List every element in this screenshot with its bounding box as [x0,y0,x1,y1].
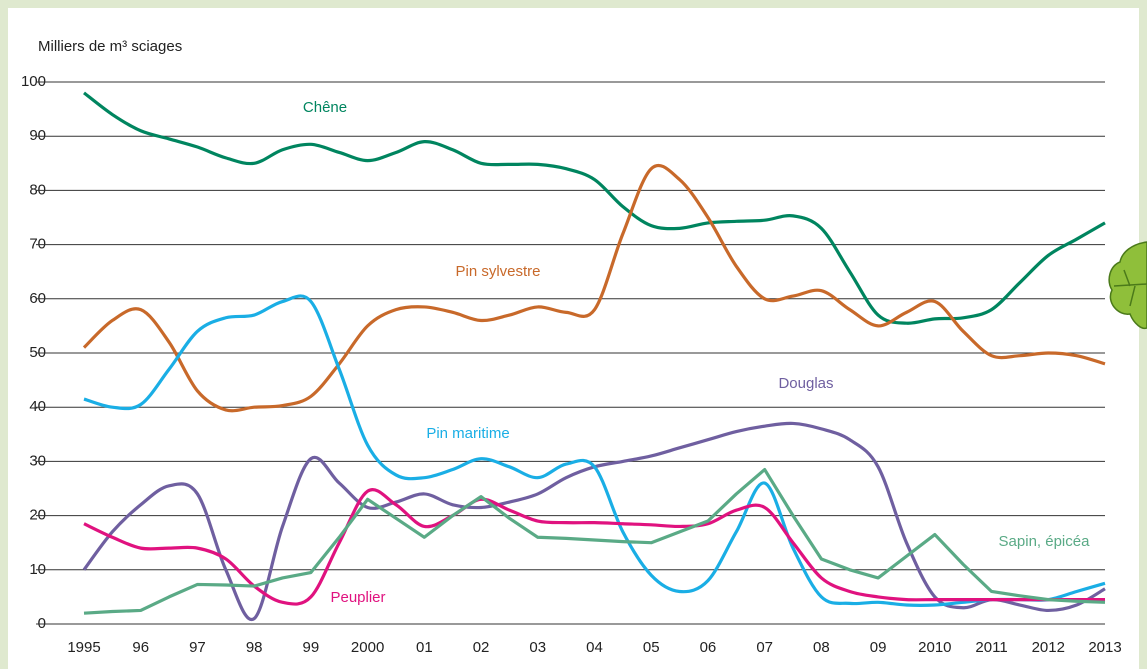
series-label: Pin maritime [426,425,509,442]
series-label: Pin sylvestre [455,263,540,280]
x-tick-label: 02 [473,639,490,656]
x-tick-label: 99 [303,639,320,656]
y-tick-label: 0 [38,615,46,632]
x-tick-label: 97 [189,639,206,656]
series-label: Chêne [303,99,347,116]
series-label: Sapin, épicéa [999,533,1091,550]
x-tick-label: 04 [586,639,603,656]
x-tick-label: 01 [416,639,433,656]
x-tick-label: 06 [700,639,717,656]
x-tick-label: 2012 [1032,639,1065,656]
y-tick-label: 20 [29,507,46,524]
y-tick-label: 40 [29,398,46,415]
chart: Milliers de m³ sciages 01020304050607080… [0,0,1147,669]
x-tick-label: 96 [132,639,149,656]
series-label: Douglas [778,375,833,392]
x-tick-label: 08 [813,639,830,656]
x-tick-label: 03 [529,639,546,656]
x-tick-label: 09 [870,639,887,656]
y-tick-label: 50 [29,344,46,361]
y-tick-label: 90 [29,127,46,144]
x-tick-label: 2000 [351,639,384,656]
x-tick-label: 07 [756,639,773,656]
x-tick-label: 98 [246,639,263,656]
x-tick-label: 2011 [975,639,1007,656]
chart-title: Milliers de m³ sciages [38,38,182,55]
y-tick-label: 10 [29,561,46,578]
series-label: Peuplier [330,589,385,606]
page: {"chart_data": {"type": "line", "title":… [0,0,1147,669]
x-tick-label: 05 [643,639,660,656]
y-tick-label: 70 [29,236,46,253]
x-tick-label: 2013 [1088,639,1121,656]
x-tick-label: 1995 [67,639,100,656]
x-tick-label: 2010 [918,639,951,656]
y-tick-label: 30 [29,452,46,469]
y-tick-label: 60 [29,290,46,307]
y-tick-label: 80 [29,181,46,198]
y-tick-label: 100 [21,73,46,90]
